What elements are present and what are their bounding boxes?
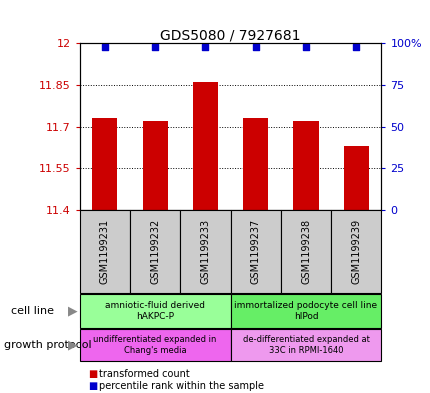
Bar xyxy=(243,118,267,210)
Bar xyxy=(343,146,368,210)
Text: GSM1199233: GSM1199233 xyxy=(200,219,210,284)
Bar xyxy=(280,210,330,293)
Point xyxy=(252,44,258,50)
Text: amniotic-fluid derived
hAKPC-P: amniotic-fluid derived hAKPC-P xyxy=(105,301,205,321)
Text: ▶: ▶ xyxy=(68,338,77,351)
Text: de-differentiated expanded at
33C in RPMI-1640: de-differentiated expanded at 33C in RPM… xyxy=(242,335,369,354)
Text: ■: ■ xyxy=(88,369,97,379)
Bar xyxy=(80,210,130,293)
Text: ■: ■ xyxy=(88,381,97,391)
Text: immortalized podocyte cell line
hIPod: immortalized podocyte cell line hIPod xyxy=(234,301,377,321)
Bar xyxy=(192,82,218,210)
Text: GSM1199231: GSM1199231 xyxy=(100,219,110,284)
Text: ▶: ▶ xyxy=(68,304,77,318)
Text: percentile rank within the sample: percentile rank within the sample xyxy=(99,381,264,391)
Bar xyxy=(230,294,381,328)
Text: GSM1199237: GSM1199237 xyxy=(250,219,260,284)
Text: GSM1199238: GSM1199238 xyxy=(300,219,310,284)
Point xyxy=(202,44,209,50)
Point xyxy=(101,44,108,50)
Point xyxy=(352,44,359,50)
Bar xyxy=(293,121,318,210)
Bar xyxy=(230,329,381,361)
Bar xyxy=(130,210,180,293)
Bar xyxy=(92,118,117,210)
Text: cell line: cell line xyxy=(11,306,54,316)
Point xyxy=(302,44,309,50)
Bar xyxy=(80,294,230,328)
Bar xyxy=(330,210,381,293)
Text: undifferentiated expanded in
Chang's media: undifferentiated expanded in Chang's med… xyxy=(93,335,216,354)
Text: GSM1199232: GSM1199232 xyxy=(150,219,160,284)
Text: growth protocol: growth protocol xyxy=(4,340,92,350)
Bar xyxy=(230,210,280,293)
Title: GDS5080 / 7927681: GDS5080 / 7927681 xyxy=(160,28,300,42)
Point xyxy=(151,44,158,50)
Bar xyxy=(180,210,230,293)
Bar xyxy=(142,121,167,210)
Text: transformed count: transformed count xyxy=(99,369,190,379)
Bar xyxy=(80,329,230,361)
Text: GSM1199239: GSM1199239 xyxy=(350,219,360,284)
